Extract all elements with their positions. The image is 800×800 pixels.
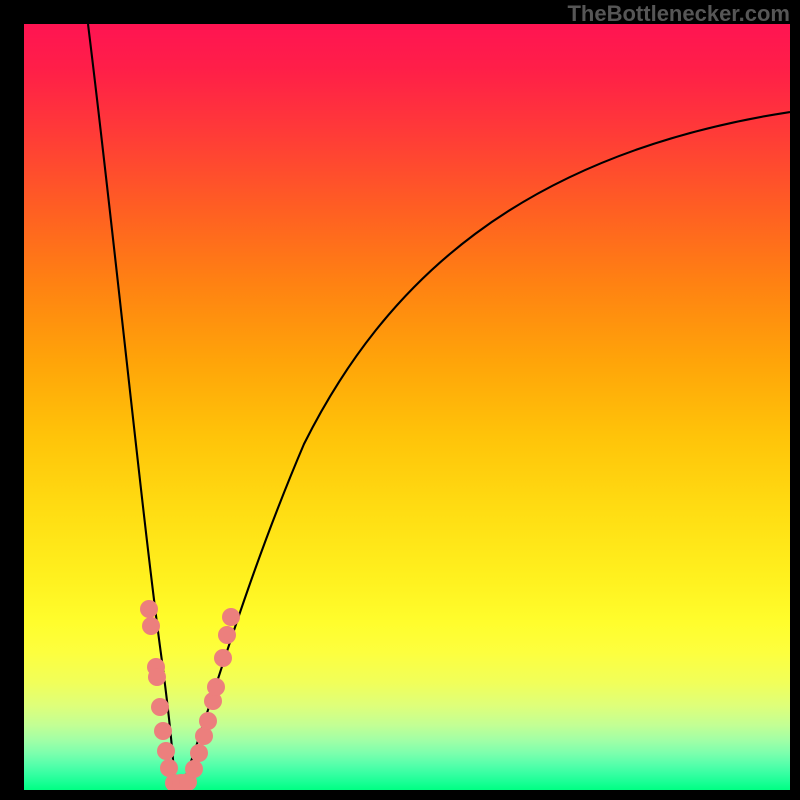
data-point xyxy=(199,712,217,730)
data-point xyxy=(218,626,236,644)
data-point xyxy=(222,608,240,626)
data-point xyxy=(207,678,225,696)
data-point xyxy=(151,698,169,716)
chart-area xyxy=(24,24,790,790)
data-point xyxy=(154,722,172,740)
data-point xyxy=(148,668,166,686)
bottleneck-chart-svg xyxy=(24,24,790,790)
gradient-background xyxy=(24,24,790,790)
data-point xyxy=(140,600,158,618)
data-point xyxy=(214,649,232,667)
data-point xyxy=(142,617,160,635)
data-point xyxy=(190,744,208,762)
data-point xyxy=(185,760,203,778)
data-point xyxy=(157,742,175,760)
